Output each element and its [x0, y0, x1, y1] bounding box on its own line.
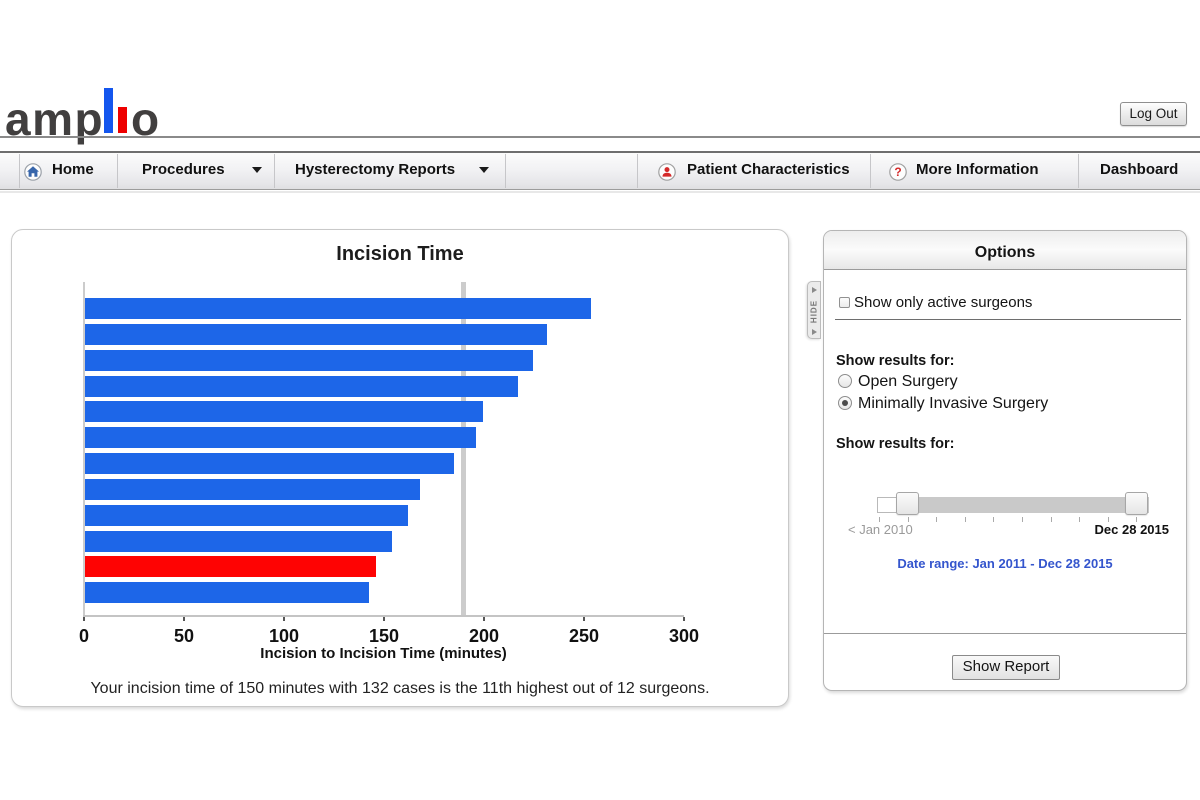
svg-text:?: ? — [894, 165, 901, 179]
